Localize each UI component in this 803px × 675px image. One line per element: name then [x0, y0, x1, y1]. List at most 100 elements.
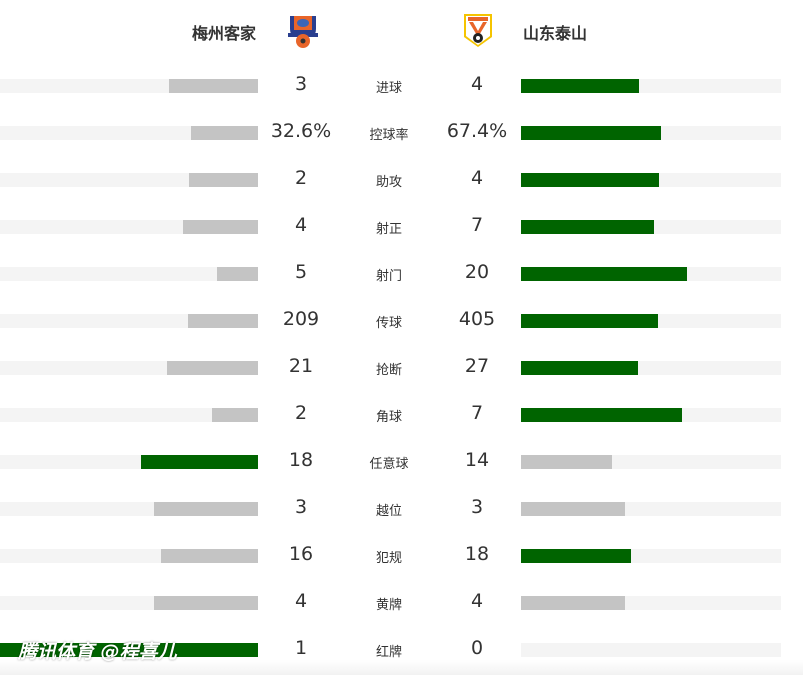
away-stat-bar [521, 455, 612, 469]
stat-label: 黄牌 [375, 598, 402, 613]
home-stat-track [0, 455, 258, 469]
away-stat-track [521, 502, 781, 516]
away-stat-value: 20 [464, 261, 490, 283]
away-stat-bar [521, 79, 640, 93]
stat-row: 209 传球 405 [0, 308, 803, 331]
home-stat-track [0, 549, 258, 563]
home-stat-track [0, 267, 258, 281]
away-stat-track [521, 361, 781, 375]
home-stat-value: 3 [294, 73, 308, 95]
away-stat-track [521, 455, 781, 469]
home-stat-value: 18 [288, 449, 314, 471]
home-stat-track [0, 408, 258, 422]
home-stat-bar [189, 173, 258, 187]
away-stat-bar [521, 596, 625, 610]
stat-row: 4 射正 7 [0, 214, 803, 237]
stat-row: 3 越位 3 [0, 496, 803, 519]
away-stat-value: 67.4% [446, 120, 508, 142]
stat-label: 角球 [375, 410, 402, 425]
stat-row: 4 黄牌 4 [0, 590, 803, 613]
stat-row: 2 角球 7 [0, 402, 803, 425]
stat-label: 射门 [375, 269, 402, 284]
home-stat-track [0, 220, 258, 234]
home-stat-bar [183, 220, 258, 234]
away-stat-track [521, 126, 781, 140]
home-stat-track [0, 596, 258, 610]
stat-label: 进球 [375, 81, 402, 96]
home-stat-track [0, 79, 258, 93]
away-stat-value: 7 [470, 402, 484, 424]
away-stat-track [521, 173, 781, 187]
home-stat-bar [166, 361, 258, 375]
home-stat-value: 16 [288, 543, 314, 565]
stat-label: 越位 [375, 504, 402, 519]
away-stat-value: 7 [470, 214, 484, 236]
stat-label: 控球率 [369, 128, 409, 143]
home-stat-track [0, 361, 258, 375]
home-stat-bar [212, 408, 258, 422]
home-stat-value: 1 [294, 637, 308, 659]
stat-row: 2 助攻 4 [0, 167, 803, 190]
stat-row: 21 抢断 27 [0, 355, 803, 378]
home-stat-bar [216, 267, 258, 281]
away-stat-track [521, 408, 781, 422]
away-stat-bar [521, 314, 659, 328]
home-stat-track [0, 126, 258, 140]
away-team-logo-icon [464, 14, 492, 47]
away-stat-bar [521, 173, 659, 187]
away-stat-track [521, 220, 781, 234]
away-stat-value: 27 [464, 355, 490, 377]
home-team-name: 梅州客家 [191, 24, 256, 43]
stat-label: 助攻 [375, 175, 402, 190]
match-header: 梅州客家 山东泰山 [0, 0, 803, 62]
away-stat-bar [521, 502, 625, 516]
bottom-fade [0, 660, 803, 675]
away-team-name: 山东泰山 [523, 24, 588, 43]
away-stat-value: 4 [470, 73, 484, 95]
home-stat-track [0, 173, 258, 187]
away-stat-bar [521, 126, 662, 140]
stat-row: 3 进球 4 [0, 73, 803, 96]
home-stat-value: 5 [294, 261, 308, 283]
watermark: 腾讯体育 @程喜儿 [18, 641, 177, 663]
home-stat-track [0, 502, 258, 516]
away-stat-value: 4 [470, 167, 484, 189]
stat-label: 传球 [375, 316, 402, 331]
away-stat-bar [521, 361, 638, 375]
stat-row: 18 任意球 14 [0, 449, 803, 472]
home-stat-value: 4 [294, 214, 308, 236]
away-stat-bar [521, 220, 654, 234]
stat-label: 任意球 [369, 457, 409, 472]
home-stat-bar [154, 596, 258, 610]
away-stat-track [521, 267, 781, 281]
away-stat-bar [521, 549, 631, 563]
stat-label: 红牌 [375, 645, 402, 660]
stat-label: 抢断 [375, 363, 402, 378]
stat-row: 1 红牌 0 [0, 637, 803, 660]
away-stat-track [521, 79, 781, 93]
home-stat-value: 2 [294, 402, 308, 424]
stat-label: 犯规 [375, 551, 402, 566]
home-stat-track [0, 643, 258, 657]
home-stat-value: 2 [294, 167, 308, 189]
home-stat-bar [190, 126, 258, 140]
home-stat-value: 32.6% [270, 120, 332, 142]
away-stat-bar [521, 267, 688, 281]
home-stat-bar [161, 549, 258, 563]
home-stat-value: 3 [294, 496, 308, 518]
away-stat-track [521, 314, 781, 328]
away-stat-value: 405 [458, 308, 496, 330]
away-stat-value: 0 [470, 637, 484, 659]
home-stat-value: 209 [282, 308, 320, 330]
away-stat-bar [521, 408, 683, 422]
home-stat-bar [0, 643, 258, 657]
away-stat-track [521, 549, 781, 563]
away-stat-value: 14 [464, 449, 490, 471]
away-stat-track [521, 643, 781, 657]
stat-label: 射正 [375, 222, 402, 237]
home-stat-value: 4 [294, 590, 308, 612]
home-stat-value: 21 [288, 355, 314, 377]
stat-row: 16 犯规 18 [0, 543, 803, 566]
home-stat-bar [169, 79, 258, 93]
home-stat-bar [154, 502, 258, 516]
